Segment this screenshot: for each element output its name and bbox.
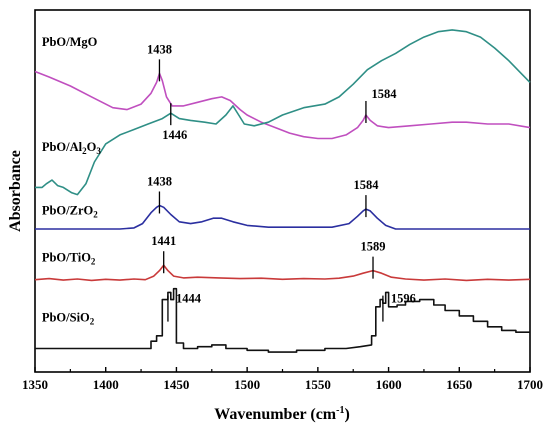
series-label: PbO/Al2O3 [42, 140, 102, 156]
x-tick-label: 1450 [163, 377, 189, 392]
series-line [34, 264, 531, 282]
peak-label: 1444 [176, 292, 202, 306]
peak-label: 1438 [147, 174, 172, 188]
x-tick-label: 1400 [93, 377, 119, 392]
peak-label: 1584 [371, 87, 397, 101]
x-axis-ticks: 1350 1400 1450 1500 1550 1600 1650 1700 [22, 367, 543, 392]
series-labels: PbO/MgO PbO/Al2O3 PbO/ZrO2 PbO/TiO2 PbO/SiO2 [42, 35, 102, 326]
series-line [34, 70, 531, 140]
series-label: PbO/ZrO2 [42, 204, 98, 220]
x-tick-label: 1550 [305, 377, 331, 392]
x-tick-label: 1600 [376, 377, 402, 392]
x-tick-label: 1500 [234, 377, 260, 392]
plot-frame [34, 9, 531, 373]
series-line [35, 287, 530, 353]
series-label: PbO/SiO2 [42, 310, 95, 326]
peak-label: 1596 [391, 292, 416, 306]
peak-label: 1446 [162, 128, 187, 142]
y-axis-title: Absorbance [7, 150, 24, 232]
peak-label: 1584 [353, 178, 379, 192]
series-label: PbO/MgO [42, 35, 98, 49]
x-tick-label: 1350 [22, 377, 48, 392]
peak-annotations: 1438 1584 1446 1438 1584 1441 1589 1444 1596 [147, 42, 416, 322]
series-layer [34, 29, 531, 353]
series-line [35, 204, 530, 230]
series-label: PbO/TiO2 [42, 251, 96, 267]
series-line [35, 29, 531, 196]
peak-label: 1441 [151, 234, 176, 248]
x-tick-label: 1650 [446, 377, 472, 392]
x-axis-title: Wavenumber (cm-1) [214, 405, 350, 423]
x-tick-label: 1700 [517, 377, 543, 392]
peak-label: 1438 [147, 42, 172, 56]
peak-label: 1589 [361, 240, 386, 254]
